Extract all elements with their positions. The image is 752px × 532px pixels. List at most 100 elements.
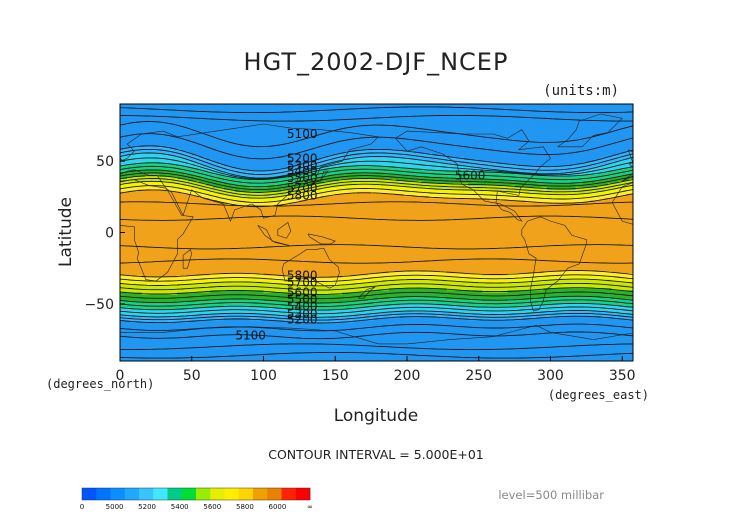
height-cell (123, 166, 128, 169)
height-cell (213, 281, 218, 285)
height-cell (224, 277, 229, 281)
height-cell (137, 290, 143, 294)
height-cell (202, 211, 207, 214)
height-cell (202, 118, 207, 122)
height-cell (209, 232, 214, 236)
height-cell (130, 123, 135, 127)
height-cell (134, 204, 139, 208)
height-cell (195, 262, 200, 266)
height-cell (145, 146, 150, 150)
height-cell (224, 193, 229, 197)
height-cell (216, 322, 222, 326)
height-cell (184, 206, 189, 210)
height-cell (191, 262, 196, 266)
height-cell (184, 335, 189, 339)
height-cell (155, 189, 161, 193)
height-cell (216, 335, 222, 339)
height-cell (213, 228, 218, 231)
height-cell (180, 170, 186, 174)
height-cell (231, 104, 236, 107)
height-cell (202, 243, 207, 246)
height-cell (123, 266, 128, 270)
height-cell (216, 275, 222, 279)
height-cell (206, 174, 211, 178)
height-cell (166, 125, 171, 129)
height-cell (123, 258, 128, 261)
height-cell (198, 268, 204, 272)
height-cell (220, 245, 225, 249)
height-cell (127, 114, 132, 118)
height-cell (120, 131, 125, 135)
height-cell (191, 106, 196, 109)
height-cell (173, 176, 178, 180)
height-cell (202, 253, 207, 257)
height-cell (137, 108, 143, 112)
height-cell (134, 247, 139, 251)
height-cell (130, 219, 135, 223)
height-cell (134, 108, 139, 112)
height-cell (123, 305, 128, 309)
height-cell (177, 277, 182, 281)
height-cell (213, 196, 218, 199)
height-cell (177, 258, 182, 261)
height-cell (184, 277, 189, 281)
height-cell (170, 350, 175, 354)
height-cell (155, 307, 161, 311)
height-cell (152, 273, 157, 276)
height-cell (202, 333, 207, 336)
height-cell (134, 333, 139, 336)
height-cell (137, 121, 143, 124)
height-cell (209, 320, 214, 324)
height-cell (159, 151, 164, 154)
height-cell (159, 208, 164, 212)
height-cell (148, 309, 153, 313)
height-cell (224, 296, 229, 300)
height-cell (127, 324, 132, 328)
height-cell (198, 232, 204, 236)
height-cell (134, 251, 139, 255)
height-cell (127, 104, 132, 107)
height-cell (170, 324, 175, 328)
height-cell (170, 348, 175, 351)
height-cell (148, 286, 153, 289)
height-cell (173, 337, 178, 341)
height-cell (227, 133, 232, 137)
height-cell (220, 161, 225, 165)
height-cell (224, 226, 229, 229)
height-cell (224, 178, 229, 182)
height-cell (213, 343, 218, 347)
height-cell (130, 286, 135, 289)
height-cell (134, 196, 139, 199)
height-cell (180, 268, 186, 272)
height-cell (213, 104, 218, 107)
height-cell (184, 170, 189, 174)
height-cell (202, 174, 207, 178)
height-cell (155, 138, 161, 142)
height-cell (202, 153, 207, 156)
height-cell (148, 155, 153, 159)
height-cell (148, 157, 153, 161)
height-cell (180, 200, 186, 204)
height-cell (209, 140, 214, 144)
height-cell (227, 305, 232, 309)
height-cell (127, 275, 132, 279)
height-cell (224, 116, 229, 120)
height-cell (198, 241, 204, 244)
height-cell (130, 288, 135, 291)
height-cell (227, 326, 232, 330)
height-cell (209, 116, 214, 120)
height-cell (155, 253, 161, 257)
height-cell (224, 273, 229, 276)
height-cell (173, 350, 178, 354)
height-cell (198, 356, 204, 360)
height-cell (184, 116, 189, 120)
height-cell (152, 172, 157, 176)
height-cell (155, 333, 161, 336)
height-cell (141, 226, 146, 229)
height-cell (216, 339, 222, 343)
height-cell (123, 226, 128, 229)
height-cell (216, 172, 222, 176)
height-cell (195, 271, 200, 274)
height-cell (130, 138, 135, 142)
height-cell (159, 163, 164, 167)
